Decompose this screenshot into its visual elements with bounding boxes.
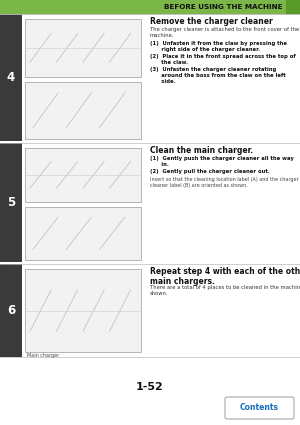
Bar [0, 143, 22, 262]
Bar [286, 0, 300, 14]
Bar [0, 0, 300, 14]
Bar [0, 14, 22, 141]
Bar [0, 264, 22, 357]
Bar [25, 269, 141, 352]
Text: Insert so that the cleaning location label (A) and the charger
cleaner label (B): Insert so that the cleaning location lab… [150, 177, 298, 188]
Text: 1-52: 1-52 [136, 382, 164, 392]
Text: (2)  Gently pull the charger cleaner out.: (2) Gently pull the charger cleaner out. [150, 169, 270, 174]
Bar [25, 19, 141, 76]
Text: (1)  Gently push the charger cleaner all the way
      in.: (1) Gently push the charger cleaner all … [150, 156, 294, 167]
Text: BEFORE USING THE MACHINE: BEFORE USING THE MACHINE [164, 4, 282, 10]
Bar [25, 207, 141, 260]
Text: Main charger: Main charger [27, 353, 59, 358]
Text: (3)  Unfasten the charger cleaner rotating
      around the boss from the claw o: (3) Unfasten the charger cleaner rotatin… [150, 67, 286, 85]
FancyBboxPatch shape [225, 397, 294, 419]
Bar [25, 82, 141, 139]
Text: (1)  Unfasten it from the claw by pressing the
      right side of the charger c: (1) Unfasten it from the claw by pressin… [150, 41, 287, 52]
Text: 5: 5 [7, 196, 15, 209]
Text: (2)  Place it in the front spread across the top of
      the claw.: (2) Place it in the front spread across … [150, 54, 296, 65]
Text: Contents: Contents [240, 403, 279, 413]
Text: The charger cleaner is attached to the front cover of the
machine.: The charger cleaner is attached to the f… [150, 27, 299, 38]
Text: 4: 4 [7, 71, 15, 84]
Bar [25, 148, 141, 201]
Text: There are a total of 4 places to be cleaned in the machine as
shown.: There are a total of 4 places to be clea… [150, 285, 300, 296]
Text: 6: 6 [7, 304, 15, 317]
Text: Repeat step 4 with each of the other
main chargers.: Repeat step 4 with each of the other mai… [150, 267, 300, 286]
Text: Remove the charger cleaner: Remove the charger cleaner [150, 17, 273, 26]
Text: Clean the main charger.: Clean the main charger. [150, 146, 253, 155]
